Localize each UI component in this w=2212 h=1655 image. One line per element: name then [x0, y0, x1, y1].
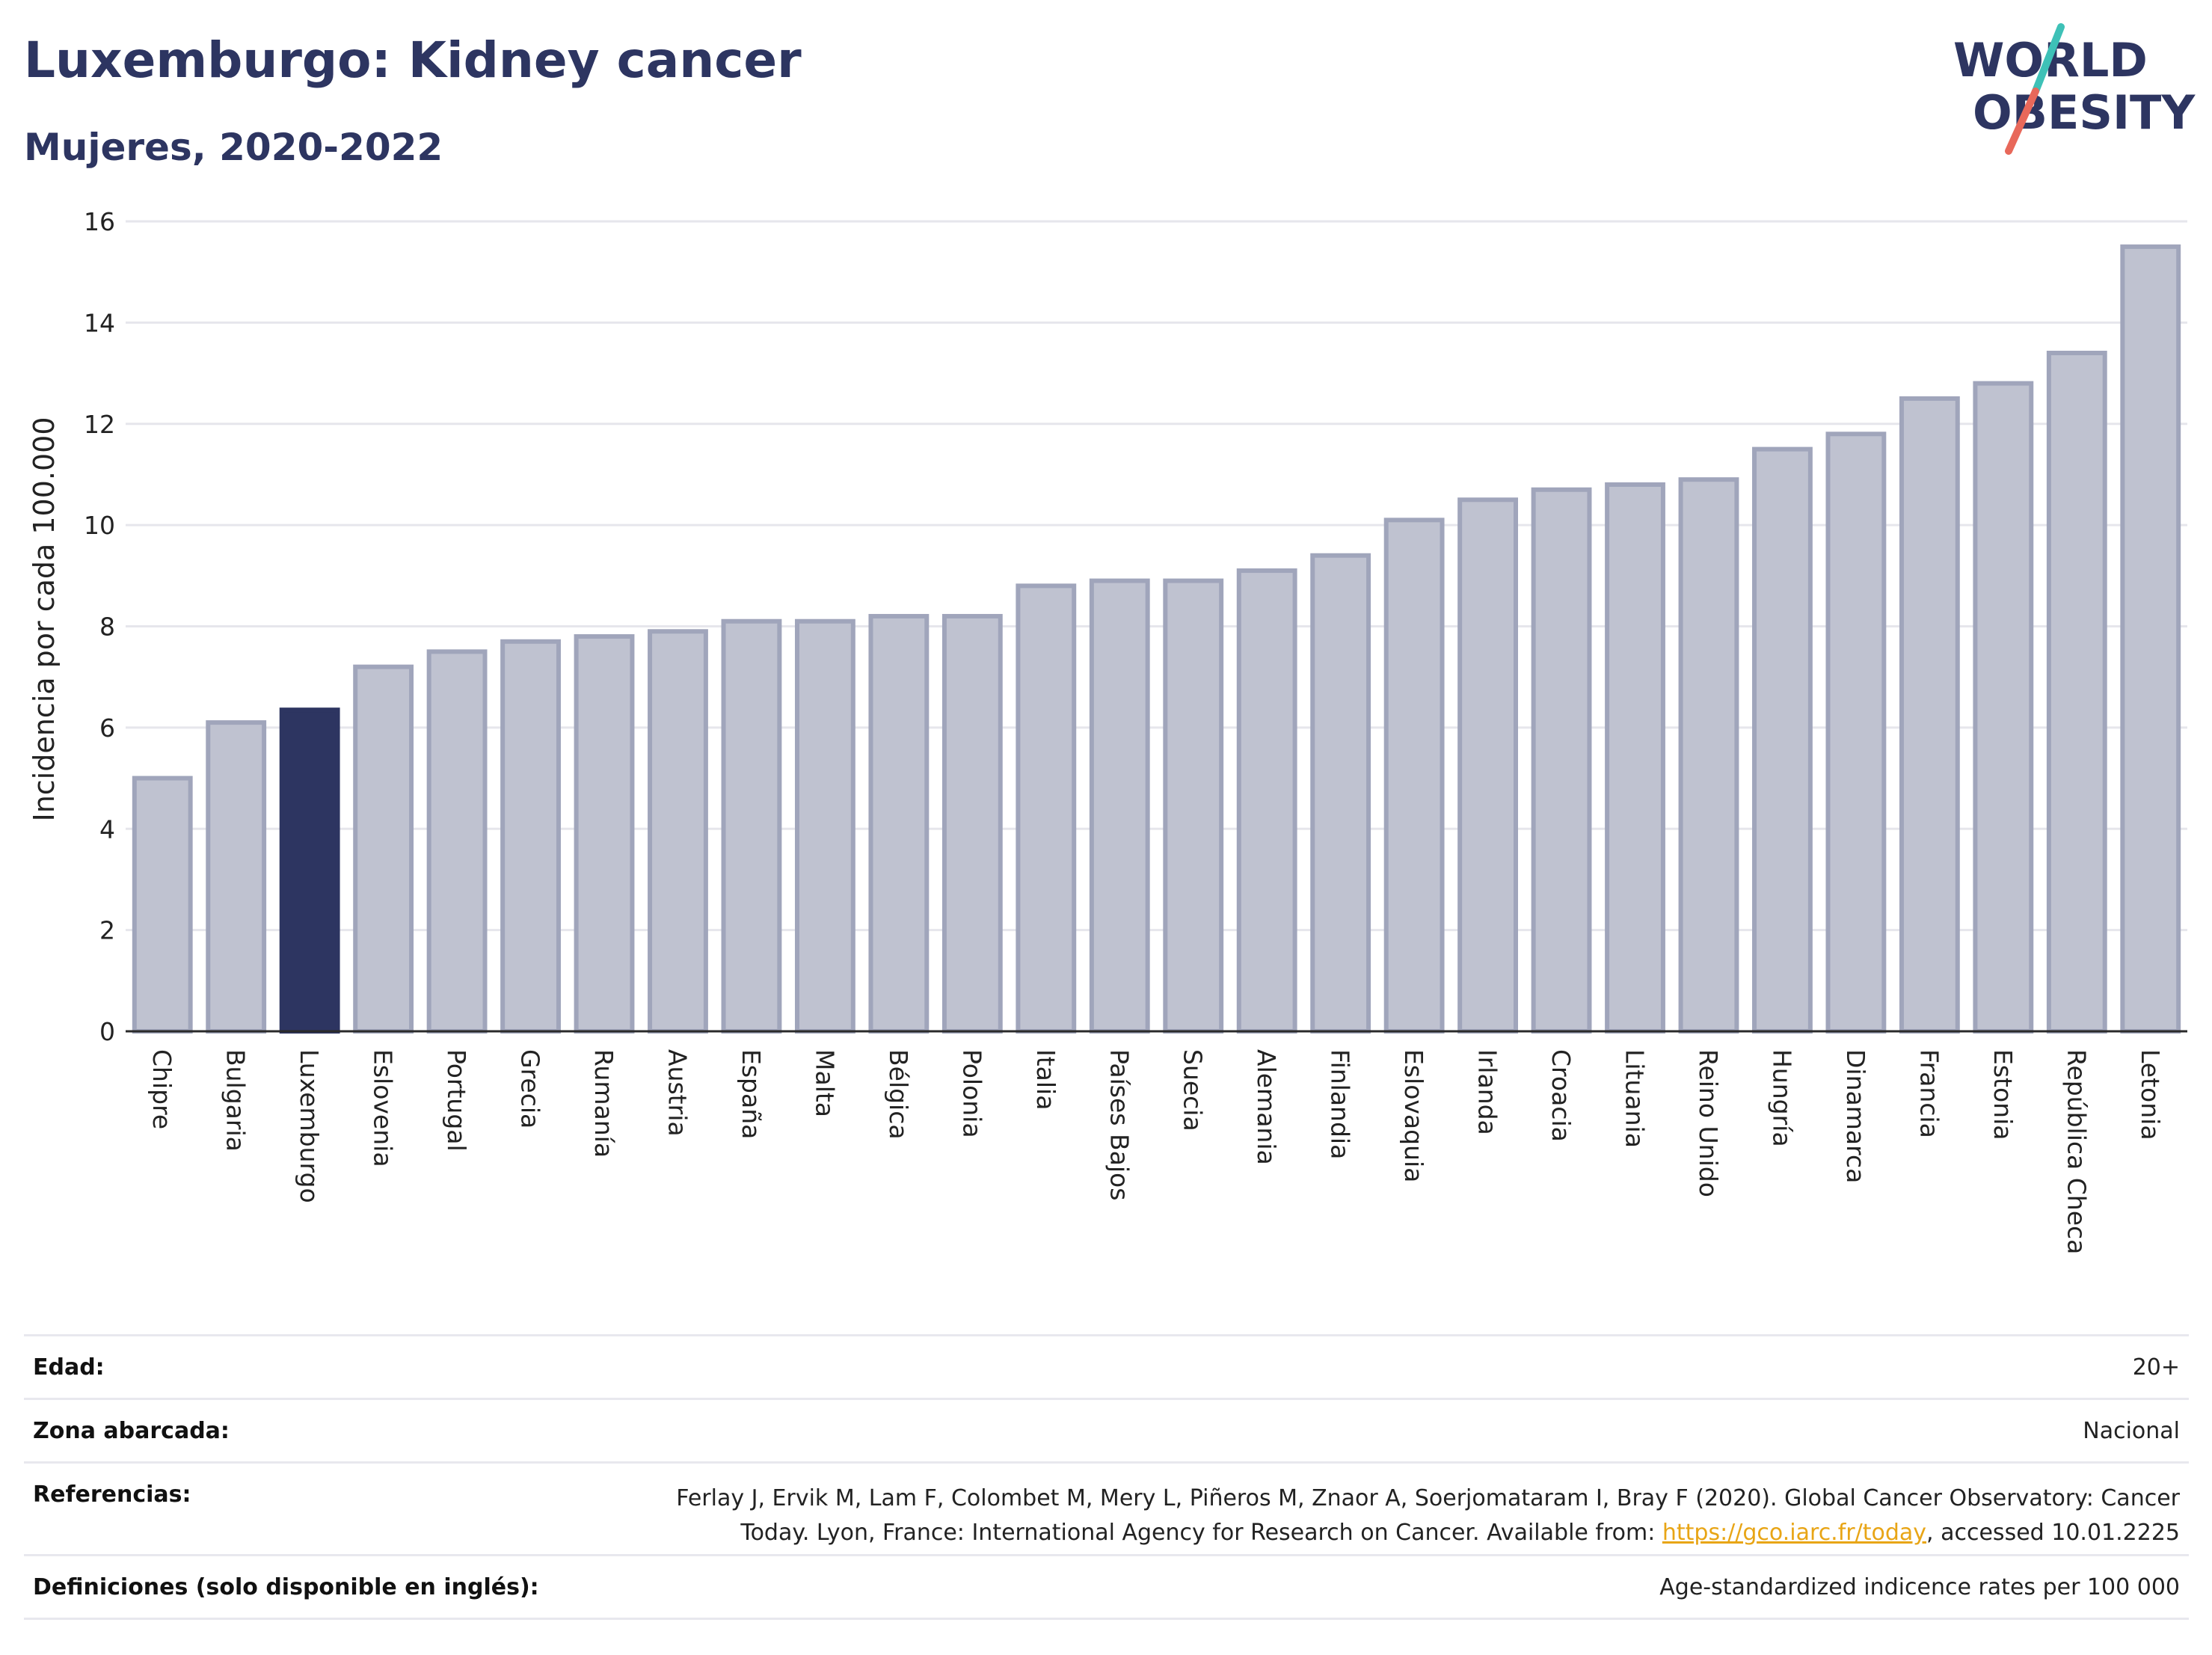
x-tick-label: Países Bajos: [1105, 1049, 1134, 1200]
bar-lituania[interactable]: [1605, 482, 1665, 1034]
bar-letonia[interactable]: [2120, 244, 2181, 1034]
x-tick-label: Eslovaquia: [1399, 1049, 1428, 1182]
bar-república-checa[interactable]: [2046, 350, 2107, 1034]
y-tick-label: 0: [99, 1017, 115, 1046]
logo-slash-bottom: [2005, 87, 2039, 155]
y-tick-label: 8: [99, 612, 115, 642]
bar-finlandia[interactable]: [1310, 553, 1371, 1034]
zona-label: Zona abarcada:: [33, 1417, 230, 1444]
referencias-line-2-suffix: , accessed 10.01.2225: [1926, 1520, 2180, 1546]
bar-alemania[interactable]: [1236, 568, 1297, 1034]
y-tick-label: 16: [84, 207, 115, 236]
x-tick-label: Malta: [810, 1049, 839, 1117]
bars: [132, 244, 2181, 1034]
bar-austria[interactable]: [648, 629, 708, 1034]
bar-suecia[interactable]: [1163, 578, 1224, 1034]
bar-chart: 0 2 4 6 8 10 12 14 16 Chipre Bulgaria Luxemburgo Es…: [28, 207, 2187, 1254]
definiciones-value: Age-standardized indicence rates per 100…: [1659, 1573, 2180, 1600]
logo-line-2: OBESITY: [1973, 85, 2196, 140]
bar-dinamarca[interactable]: [1825, 432, 1887, 1034]
referencias-link[interactable]: https://gco.iarc.fr/today: [1662, 1520, 1927, 1546]
x-tick-label: Irlanda: [1473, 1049, 1502, 1135]
x-axis-labels: Chipre Bulgaria Luxemburgo Eslovenia Portuga…: [147, 1049, 2165, 1254]
x-tick-label: Bulgaria: [221, 1049, 251, 1152]
x-tick-label: República Checa: [2062, 1049, 2091, 1254]
meta-row-edad: Edad: 20+: [24, 1334, 2189, 1398]
x-tick-label: Luxemburgo: [295, 1049, 324, 1203]
bar-italia[interactable]: [1016, 583, 1077, 1034]
x-tick-label: Polonia: [957, 1049, 986, 1138]
referencias-value: Ferlay J, Ervik M, Lam F, Colombet M, Me…: [676, 1481, 2180, 1550]
page-title: Luxemburgo: Kidney cancer: [24, 31, 802, 89]
y-axis-ticks: 0 2 4 6 8 10 12 14 16: [84, 207, 115, 1046]
bar-croacia[interactable]: [1531, 487, 1592, 1034]
referencias-line-1: Ferlay J, Ervik M, Lam F, Colombet M, Me…: [676, 1485, 2180, 1511]
zona-value: Nacional: [2083, 1417, 2180, 1444]
referencias-label: Referencias:: [33, 1481, 191, 1508]
bar-chipre[interactable]: [132, 776, 193, 1034]
logo-slash-top: [2032, 23, 2065, 95]
y-tick-label: 2: [99, 916, 115, 945]
bar-hungría[interactable]: [1752, 446, 1813, 1034]
x-tick-label: Finlandia: [1326, 1049, 1355, 1159]
x-tick-label: Croacia: [1546, 1049, 1576, 1142]
bar-luxemburgo[interactable]: [279, 707, 340, 1034]
x-tick-label: Portugal: [442, 1049, 471, 1152]
x-tick-label: Alemania: [1252, 1049, 1281, 1165]
x-tick-label: Eslovenia: [369, 1049, 398, 1167]
y-tick-label: 10: [84, 511, 115, 540]
x-tick-label: Grecia: [516, 1049, 545, 1129]
bar-bélgica[interactable]: [868, 613, 930, 1034]
definiciones-label: Definiciones (solo disponible en inglés)…: [33, 1573, 539, 1600]
bar-rumanía[interactable]: [574, 634, 635, 1034]
referencias-line-2-text: Today. Lyon, France: International Agenc…: [740, 1520, 1662, 1546]
edad-label: Edad:: [33, 1354, 105, 1381]
bar-estonia[interactable]: [1973, 381, 2034, 1034]
bar-bulgaria[interactable]: [206, 720, 267, 1034]
y-tick-label: 14: [84, 308, 115, 337]
bar-polonia[interactable]: [941, 613, 1003, 1034]
page-subtitle: Mujeres, 2020-2022: [24, 126, 443, 169]
x-tick-label: Francia: [1914, 1049, 1944, 1138]
x-tick-label: Bélgica: [884, 1049, 913, 1140]
y-tick-label: 12: [84, 410, 115, 439]
bar-eslovenia[interactable]: [353, 664, 414, 1034]
x-tick-label: Austria: [663, 1049, 692, 1137]
x-tick-label: Letonia: [2136, 1049, 2165, 1140]
y-tick-label: 4: [99, 814, 115, 844]
bar-irlanda[interactable]: [1457, 497, 1519, 1034]
bar-eslovaquia[interactable]: [1383, 518, 1445, 1034]
bar-malta[interactable]: [794, 618, 855, 1034]
world-obesity-logo: WORLD OBESITY: [1953, 23, 2196, 155]
x-tick-label: Reino Unido: [1694, 1049, 1723, 1197]
x-tick-label: Rumanía: [589, 1049, 618, 1158]
bar-grecia[interactable]: [500, 639, 561, 1034]
x-tick-label: Estonia: [1988, 1049, 2018, 1140]
y-tick-label: 6: [99, 713, 115, 743]
referencias-line-2: Today. Lyon, France: International Agenc…: [676, 1516, 2180, 1550]
bar-españa[interactable]: [721, 618, 782, 1034]
bar-francia[interactable]: [1899, 396, 1960, 1034]
x-tick-label: Chipre: [147, 1049, 176, 1129]
x-tick-label: Dinamarca: [1841, 1049, 1870, 1183]
metadata-table: Edad: 20+ Zona abarcada: Nacional Refere…: [24, 1334, 2189, 1620]
meta-row-referencias: Referencias: Ferlay J, Ervik M, Lam F, C…: [24, 1461, 2189, 1554]
bar-reino-unido[interactable]: [1678, 477, 1739, 1034]
x-tick-label: Lituania: [1620, 1049, 1650, 1148]
x-tick-label: Hungría: [1767, 1049, 1796, 1147]
y-axis-label: Incidencia por cada 100.000: [28, 417, 61, 821]
edad-value: 20+: [2132, 1354, 2180, 1381]
meta-row-definiciones: Definiciones (solo disponible en inglés)…: [24, 1554, 2189, 1620]
bar-países-bajos[interactable]: [1089, 578, 1150, 1034]
bar-portugal[interactable]: [426, 649, 488, 1034]
x-tick-label: Italia: [1031, 1049, 1060, 1110]
meta-row-zona: Zona abarcada: Nacional: [24, 1398, 2189, 1461]
x-tick-label: España: [737, 1049, 766, 1139]
x-tick-label: Suecia: [1179, 1049, 1208, 1132]
